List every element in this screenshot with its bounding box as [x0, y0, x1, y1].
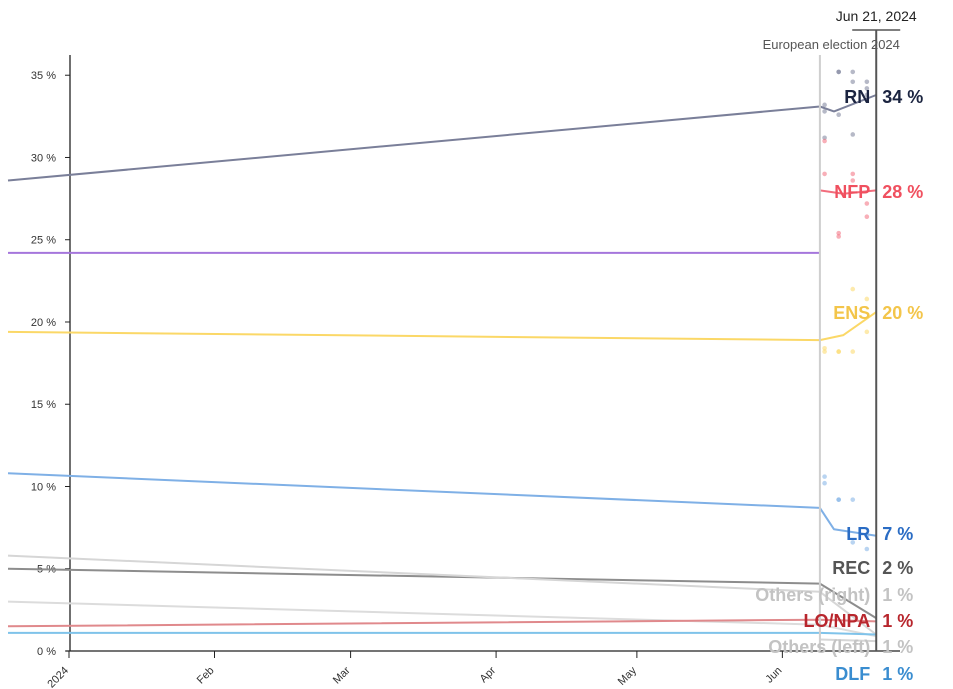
- poll-dot: [822, 171, 827, 177]
- poll-dot: [822, 474, 827, 479]
- poll-dot: [850, 349, 856, 354]
- poll-dot: [822, 109, 827, 114]
- current-date-label: Jun 21, 2024: [836, 8, 917, 24]
- poll-dot: [850, 79, 856, 85]
- series-value-dlf: 1 %: [882, 664, 913, 684]
- poll-dot: [850, 132, 856, 137]
- x-tick-label: Feb: [195, 665, 217, 687]
- poll-dot: [864, 533, 870, 539]
- series-name-rn: RN: [844, 87, 870, 107]
- poll-dot: [850, 540, 856, 545]
- series-labels: RN 34 % NFP 28 % ENS 20 % LR 7 % REC 2 % Others (r…: [755, 87, 923, 684]
- series-value-ens: 20 %: [882, 303, 923, 323]
- poll-dot: [864, 329, 870, 335]
- poll-dot: [850, 171, 856, 177]
- y-tick-label: 35 %: [31, 70, 56, 82]
- y-tick-label: 15 %: [31, 399, 56, 411]
- x-tick-label: Mar: [331, 664, 353, 686]
- series-value-others-left-: 1 %: [882, 637, 913, 657]
- poll-dot: [822, 138, 827, 144]
- poll-dot: [850, 286, 856, 292]
- series-name-rec: REC: [832, 558, 870, 578]
- x-tick-label: Apr: [478, 664, 499, 685]
- election-label: European election 2024: [763, 37, 900, 52]
- poll-dot: [822, 135, 827, 141]
- series-name-lr: LR: [846, 524, 870, 544]
- poll-dot: [850, 178, 856, 183]
- poll-dot: [836, 234, 841, 239]
- poll-dot: [864, 296, 870, 302]
- poll-dot: [836, 497, 841, 502]
- poll-dot: [822, 346, 827, 351]
- poll-dot: [864, 86, 870, 91]
- poll-dot: [836, 230, 841, 236]
- series-name-nfp: NFP: [834, 182, 870, 202]
- series-name-lo-npa: LO/NPA: [804, 611, 871, 631]
- series-line-lr: [7, 472, 877, 537]
- y-tick-label: 0 %: [37, 646, 56, 658]
- series-name-dlf: DLF: [835, 664, 870, 684]
- series-line-ens: [7, 311, 877, 342]
- series-name-ens: ENS: [833, 303, 870, 323]
- poll-dot: [822, 102, 827, 108]
- poll-dot: [864, 79, 870, 85]
- series-name-others-left-: Others (left): [768, 637, 870, 657]
- series-value-nfp: 28 %: [882, 182, 923, 202]
- y-tick-label: 30 %: [31, 152, 56, 164]
- poll-dot: [822, 349, 827, 354]
- series-value-rn: 34 %: [882, 87, 923, 107]
- y-tick-label: 10 %: [31, 481, 56, 493]
- x-tick-label: 2024: [45, 665, 71, 689]
- series-name-others-right-: Others (right): [755, 585, 870, 605]
- poll-dot: [864, 546, 870, 552]
- series-value-lr: 7 %: [882, 524, 913, 544]
- reference-lines: European election 2024 Jun 21, 2024: [763, 8, 917, 651]
- series-line-unlabeled: [7, 600, 877, 638]
- series-value-others-right-: 1 %: [882, 585, 913, 605]
- series-value-rec: 2 %: [882, 558, 913, 578]
- poll-dots: [822, 69, 870, 552]
- poll-dot: [864, 92, 870, 98]
- series-line-others-left-: [819, 638, 877, 643]
- series-line-dlf: [8, 631, 877, 636]
- y-tick-label: 20 %: [31, 317, 56, 329]
- poll-dot: [822, 480, 827, 486]
- series-line-nfp: [819, 189, 877, 195]
- poll-dot: [864, 201, 870, 206]
- poll-dot: [850, 497, 856, 502]
- poll-dot: [850, 69, 856, 75]
- series-lines: [7, 94, 877, 643]
- series-value-lo-npa: 1 %: [882, 611, 913, 631]
- poll-dot: [836, 69, 841, 75]
- y-tick-label: 25 %: [31, 235, 56, 247]
- poll-dot: [836, 112, 841, 118]
- x-tick-label: May: [616, 664, 640, 688]
- series-line-rec: [7, 567, 877, 619]
- x-tick-label: Jun: [763, 665, 784, 686]
- poll-dot: [864, 214, 870, 220]
- series-line-rn: [7, 94, 877, 182]
- poll-dot: [836, 349, 841, 354]
